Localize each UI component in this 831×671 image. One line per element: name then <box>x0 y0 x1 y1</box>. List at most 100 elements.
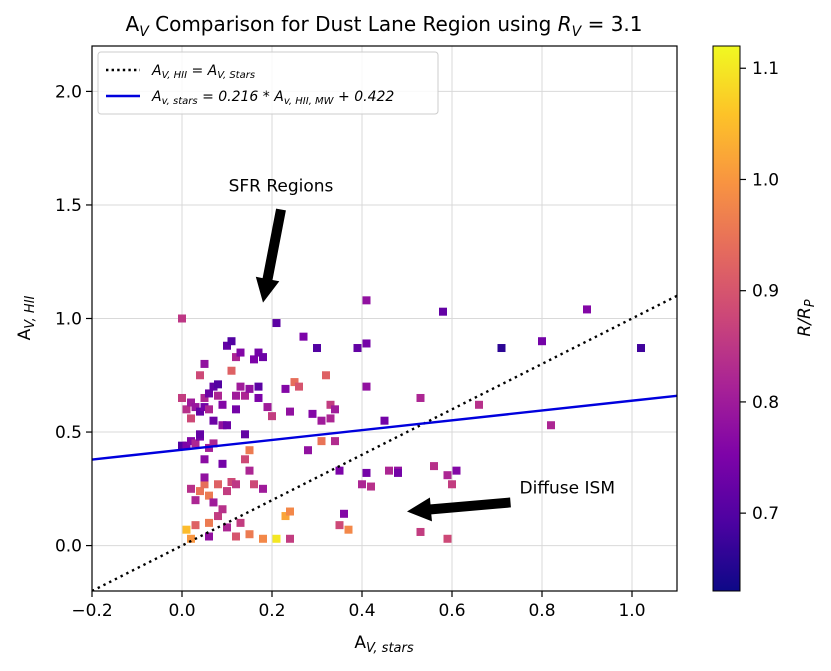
data-point <box>227 478 236 486</box>
data-point <box>182 441 191 450</box>
data-point <box>362 339 371 348</box>
data-point <box>205 532 213 541</box>
data-point <box>416 393 425 402</box>
data-point <box>196 487 204 496</box>
data-point <box>187 534 195 543</box>
data-point <box>353 344 362 353</box>
data-point <box>182 405 191 414</box>
data-point <box>637 344 645 353</box>
data-point <box>214 480 222 489</box>
data-point <box>245 384 254 393</box>
data-point <box>313 344 321 353</box>
data-point <box>214 512 222 521</box>
annotation-arrow <box>407 497 511 522</box>
data-point <box>209 498 218 507</box>
data-point <box>286 407 294 416</box>
data-point <box>452 466 461 475</box>
data-point <box>223 421 231 430</box>
data-point <box>362 296 371 305</box>
data-point <box>236 382 245 391</box>
data-point <box>583 305 591 314</box>
data-point <box>200 393 209 402</box>
data-point <box>394 468 402 477</box>
data-point <box>331 405 339 414</box>
data-point <box>178 441 186 450</box>
y-tick-label: 0.0 <box>55 537 82 557</box>
annotation-sfr-regions: SFR Regions <box>229 176 334 196</box>
data-point <box>439 307 447 316</box>
data-point <box>191 403 200 412</box>
data-point <box>358 480 366 489</box>
data-point <box>232 391 240 400</box>
data-point <box>250 355 258 364</box>
data-point <box>281 384 290 393</box>
data-point <box>259 534 267 543</box>
data-point <box>241 455 249 464</box>
x-axis-title: AV, stars <box>354 633 413 656</box>
data-point <box>250 480 258 489</box>
data-point <box>254 382 263 391</box>
data-point <box>205 389 213 398</box>
data-point <box>317 416 326 425</box>
data-point <box>200 403 209 412</box>
annotations: SFR Regions Diffuse ISM <box>229 176 615 522</box>
colorbar-tick-label: 1.1 <box>752 59 779 79</box>
data-point <box>430 462 438 471</box>
data-point <box>272 319 281 328</box>
data-point <box>308 409 317 418</box>
data-point <box>200 480 209 489</box>
data-point <box>191 439 200 448</box>
data-point <box>196 430 204 439</box>
data-point <box>286 507 294 516</box>
data-point <box>259 484 267 493</box>
colorbar-tick-label: 1.0 <box>752 170 779 190</box>
data-point <box>331 437 339 446</box>
data-point <box>362 468 371 477</box>
data-point <box>205 518 213 527</box>
x-tick-label: 0.4 <box>348 601 375 621</box>
data-point <box>263 403 272 412</box>
data-point <box>182 525 191 534</box>
data-point <box>362 382 371 391</box>
data-point <box>196 371 204 380</box>
annotation-arrow <box>255 208 286 303</box>
data-point <box>304 446 312 455</box>
colorbar-tick-label: 0.7 <box>752 504 779 524</box>
data-point <box>196 407 204 416</box>
y-tick-label: 2.0 <box>55 82 82 102</box>
line-one-to-one <box>92 294 677 591</box>
data-point <box>232 405 240 414</box>
data-point <box>232 353 240 362</box>
data-point <box>178 314 186 323</box>
data-point <box>245 466 254 475</box>
data-point <box>254 393 263 402</box>
data-point <box>236 348 245 357</box>
data-point <box>344 525 353 534</box>
data-point <box>245 446 254 455</box>
data-point <box>367 482 375 491</box>
x-tick-label: 1.0 <box>618 601 645 621</box>
data-point <box>218 400 227 409</box>
data-point <box>227 366 236 375</box>
data-point <box>241 430 249 439</box>
x-axis: −0.2 0.0 0.2 0.4 0.6 0.8 1.0 <box>71 591 646 621</box>
data-point <box>245 530 254 539</box>
chart-title: AV Comparison for Dust Lane Region using… <box>126 12 643 40</box>
data-point <box>335 466 344 475</box>
data-point <box>200 359 209 368</box>
data-point <box>295 382 303 391</box>
data-point <box>281 512 290 521</box>
data-point <box>268 412 276 421</box>
data-point <box>223 523 231 532</box>
data-point <box>200 455 209 464</box>
data-point <box>322 371 330 380</box>
data-point <box>191 521 200 530</box>
colorbar-tick-label: 0.9 <box>752 282 779 302</box>
colorbar-label: R/RP <box>795 299 818 336</box>
data-point <box>187 437 195 446</box>
data-point <box>205 491 213 500</box>
data-point <box>223 487 231 496</box>
data-point <box>448 480 456 489</box>
data-point <box>209 439 218 448</box>
